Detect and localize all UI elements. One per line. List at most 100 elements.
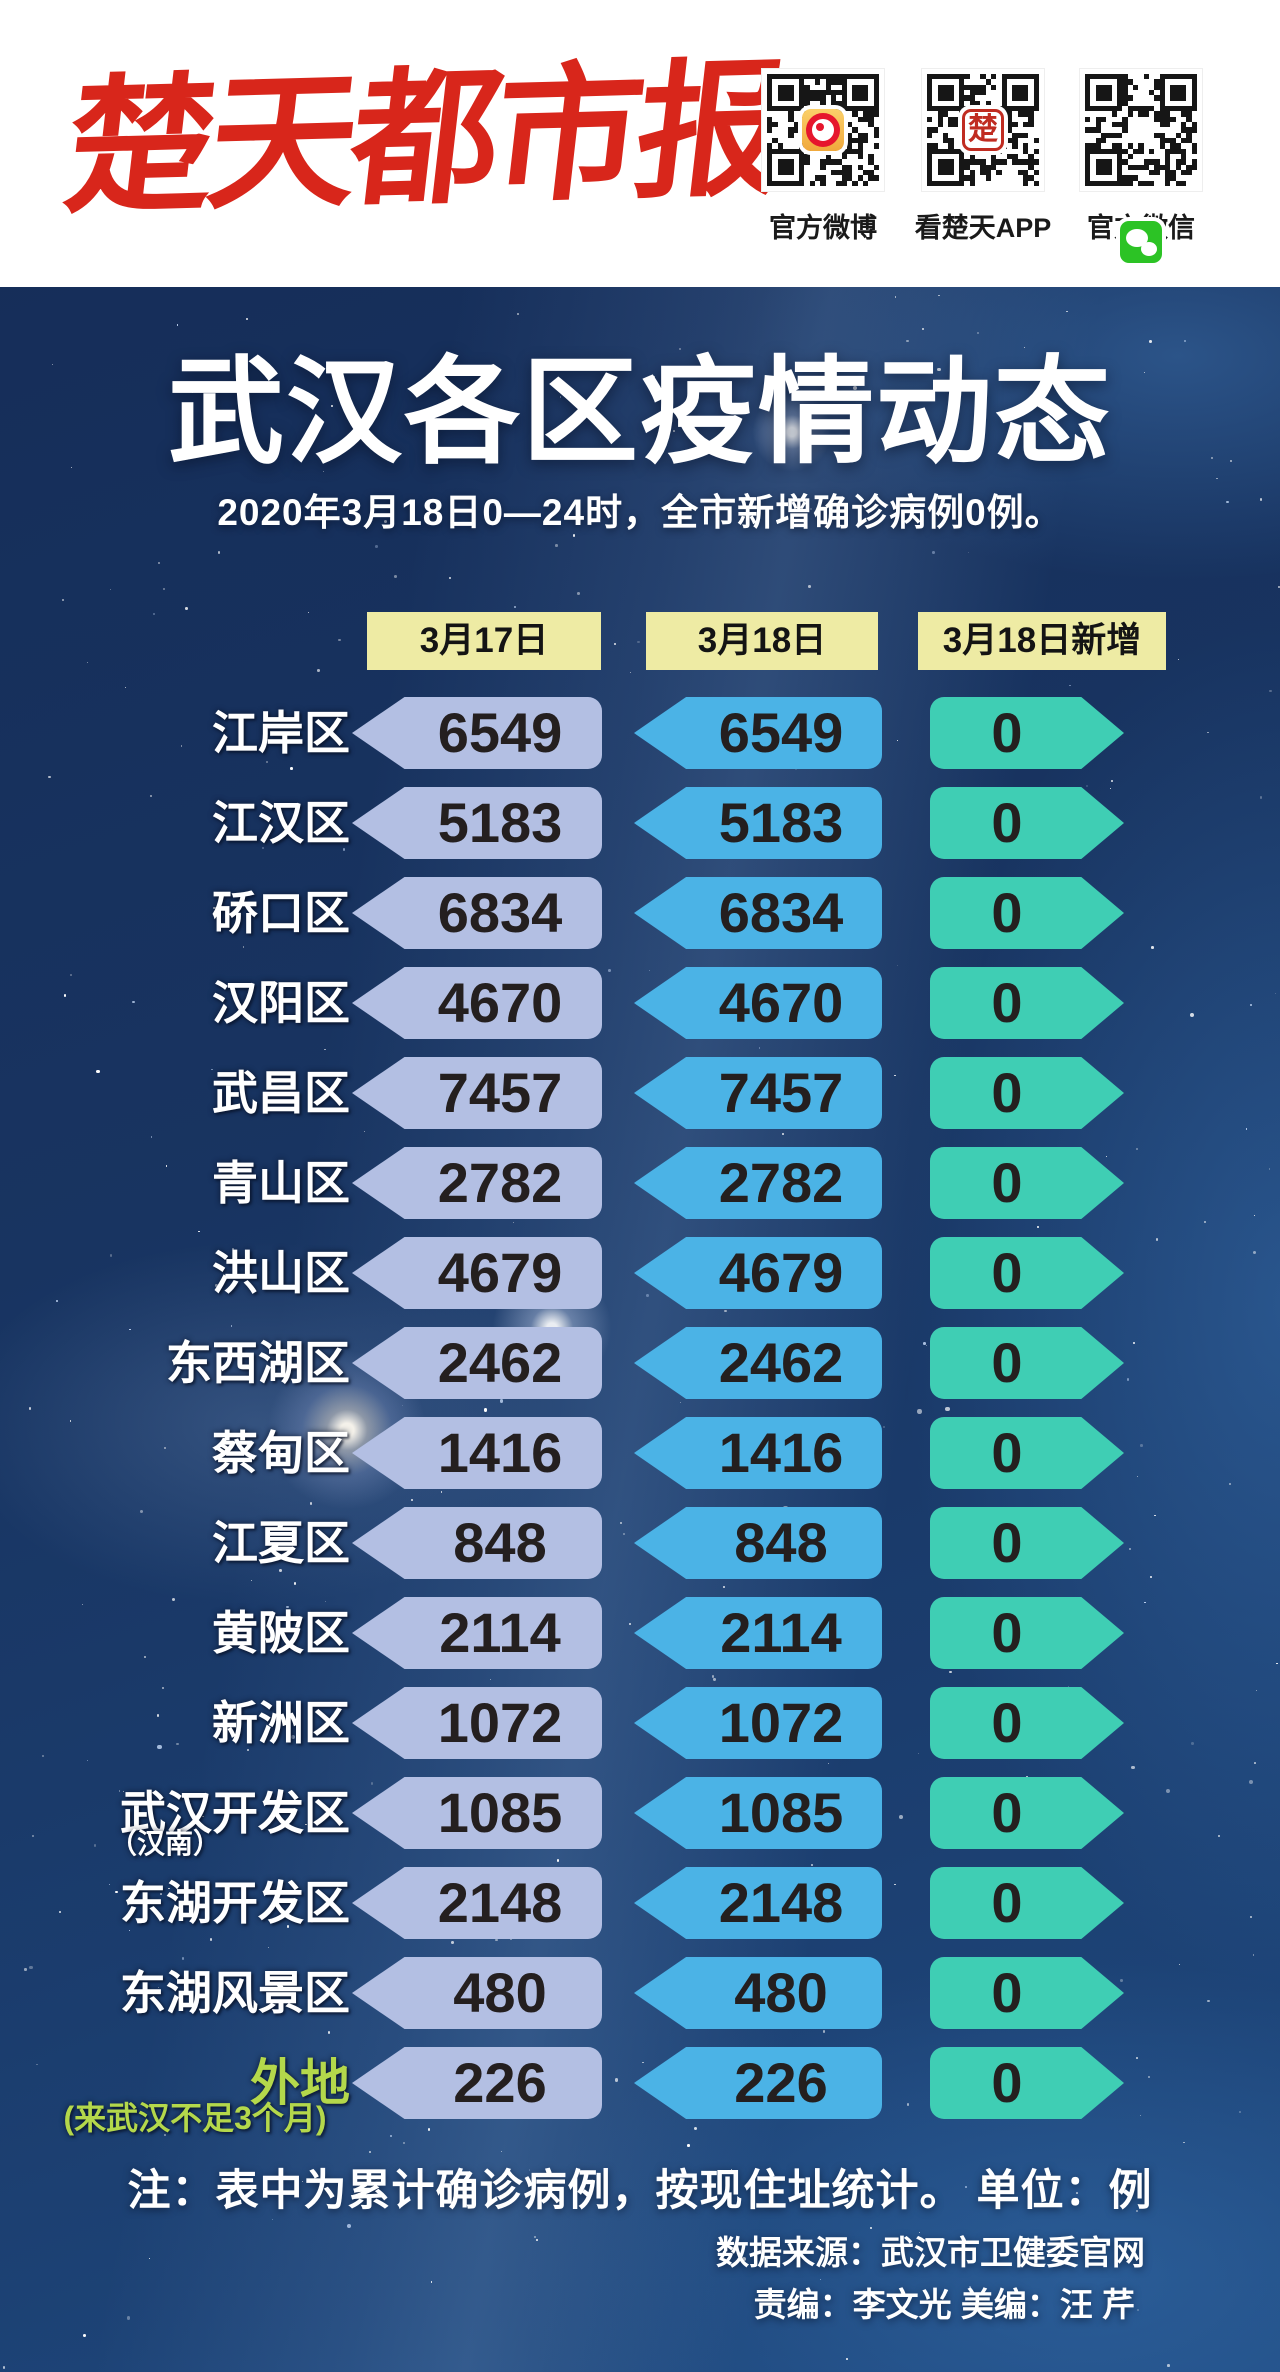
value-mar17: 848 xyxy=(352,1507,602,1579)
district-label: 洪山区 xyxy=(212,1247,350,1299)
value-new: 0 xyxy=(930,697,1124,769)
value-mar17: 226 xyxy=(352,2047,602,2119)
weibo-eye-glyph xyxy=(806,113,840,147)
value-mar18: 2462 xyxy=(634,1327,882,1399)
table-row: 江夏区 848 848 0 xyxy=(0,1507,1280,1579)
table-row: 江汉区 5183 5183 0 xyxy=(0,787,1280,859)
value-new: 0 xyxy=(930,877,1124,949)
district-label: 外地 (来武汉不足3个月) xyxy=(20,2047,405,2135)
value-new: 0 xyxy=(930,1957,1124,2029)
value-mar18: 2782 xyxy=(634,1147,882,1219)
value-mar17: 1416 xyxy=(352,1417,602,1489)
data-source: 数据来源：武汉市卫健委官网 xyxy=(716,2234,1145,2271)
district-label: 江汉区 xyxy=(212,797,350,849)
qr-code-weibo xyxy=(761,68,885,192)
value-new: 0 xyxy=(930,1147,1124,1219)
value-mar18: 2148 xyxy=(634,1867,882,1939)
table-row: 硚口区 6834 6834 0 xyxy=(0,877,1280,949)
district-name: 外地 xyxy=(250,2055,350,2111)
qr-label: 官方微博 xyxy=(769,213,877,243)
value-mar17: 4679 xyxy=(352,1237,602,1309)
value-mar18: 6549 xyxy=(634,697,882,769)
value-mar18: 7457 xyxy=(634,1057,882,1129)
value-mar17: 1072 xyxy=(352,1687,602,1759)
table-row: 东西湖区 2462 2462 0 xyxy=(0,1327,1280,1399)
weibo-icon xyxy=(802,109,844,151)
column-header-mar18: 3月18日 xyxy=(646,612,878,670)
value-new: 0 xyxy=(930,1867,1124,1939)
table-row: 武昌区 7457 7457 0 xyxy=(0,1057,1280,1129)
value-mar17: 7457 xyxy=(352,1057,602,1129)
table-row: 江岸区 6549 6549 0 xyxy=(0,697,1280,769)
value-mar18: 4670 xyxy=(634,967,882,1039)
table-row: 东湖开发区 2148 2148 0 xyxy=(0,1867,1280,1939)
table-row: 蔡甸区 1416 1416 0 xyxy=(0,1417,1280,1489)
value-mar17: 2782 xyxy=(352,1147,602,1219)
value-mar17: 1085 xyxy=(352,1777,602,1849)
qr-item-app: 楚 看楚天APP xyxy=(908,68,1058,268)
value-mar17: 4670 xyxy=(352,967,602,1039)
editor-credits: 责编：李文光 美编：汪 芹 xyxy=(753,2286,1135,2323)
qr-code-wechat xyxy=(1079,68,1203,263)
district-label: 蔡甸区 xyxy=(212,1427,350,1479)
wechat-bubble xyxy=(1126,229,1148,247)
column-header-new: 3月18日新增 xyxy=(918,612,1166,670)
table-row: 新洲区 1072 1072 0 xyxy=(0,1687,1280,1759)
table-row-waidi: 外地 (来武汉不足3个月) 226 226 0 xyxy=(0,2047,1280,2135)
value-mar18: 480 xyxy=(634,1957,882,2029)
district-label: 江夏区 xyxy=(212,1517,350,1569)
district-label: 黄陂区 xyxy=(212,1607,350,1659)
value-new: 0 xyxy=(930,1327,1124,1399)
value-mar18: 5183 xyxy=(634,787,882,859)
district-label: 青山区 xyxy=(212,1157,350,1209)
chutian-character: 楚 xyxy=(968,113,998,146)
district-subnote: (来武汉不足3个月) xyxy=(63,2100,327,2136)
district-label: 东西湖区 xyxy=(166,1337,350,1389)
district-label: 新洲区 xyxy=(212,1697,350,1749)
value-mar17: 480 xyxy=(352,1957,602,2029)
table-row: 青山区 2782 2782 0 xyxy=(0,1147,1280,1219)
table-row: 汉阳区 4670 4670 0 xyxy=(0,967,1280,1039)
value-new: 0 xyxy=(930,1057,1124,1129)
value-new: 0 xyxy=(930,1687,1124,1759)
district-label: 江岸区 xyxy=(212,707,350,759)
qr-item-wechat: 官方微信 xyxy=(1066,68,1216,268)
value-new: 0 xyxy=(930,2047,1124,2119)
value-mar18: 6834 xyxy=(634,877,882,949)
value-new: 0 xyxy=(930,1777,1124,1849)
qr-pattern xyxy=(1085,74,1197,186)
newspaper-logo: 楚天都市报 xyxy=(57,47,789,232)
district-label: 武昌区 xyxy=(212,1067,350,1119)
value-new: 0 xyxy=(930,1237,1124,1309)
value-mar17: 2114 xyxy=(352,1597,602,1669)
district-label: 东湖风景区 xyxy=(120,1967,350,2019)
qr-item-weibo: 官方微博 xyxy=(748,68,898,268)
value-mar17: 2148 xyxy=(352,1867,602,1939)
value-mar17: 6834 xyxy=(352,877,602,949)
value-mar18: 1416 xyxy=(634,1417,882,1489)
table-row: 黄陂区 2114 2114 0 xyxy=(0,1597,1280,1669)
value-mar17: 5183 xyxy=(352,787,602,859)
wechat-icon xyxy=(1120,221,1162,263)
value-mar18: 848 xyxy=(634,1507,882,1579)
value-mar18: 226 xyxy=(634,2047,882,2119)
value-new: 0 xyxy=(930,787,1124,859)
value-mar17: 2462 xyxy=(352,1327,602,1399)
value-mar17: 6549 xyxy=(352,697,602,769)
value-new: 0 xyxy=(930,967,1124,1039)
district-label: 硚口区 xyxy=(212,887,350,939)
masthead: 楚天都市报 官方微博 楚 看楚天APP 官方微信 xyxy=(0,0,1280,287)
qr-label: 看楚天APP xyxy=(914,213,1052,243)
page-title: 武汉各区疫情动态 xyxy=(168,347,1112,477)
table-row: 东湖风景区 480 480 0 xyxy=(0,1957,1280,2029)
qr-code-app: 楚 xyxy=(921,68,1045,192)
district-subnote: （汉南） xyxy=(108,1828,221,1859)
value-mar18: 1085 xyxy=(634,1777,882,1849)
column-header-mar17: 3月17日 xyxy=(367,612,601,670)
value-new: 0 xyxy=(930,1417,1124,1489)
value-new: 0 xyxy=(930,1597,1124,1669)
page-subtitle: 2020年3月18日0—24时，全市新增确诊病例0例。 xyxy=(217,492,1063,533)
table-row: 洪山区 4679 4679 0 xyxy=(0,1237,1280,1309)
value-new: 0 xyxy=(930,1507,1124,1579)
value-mar18: 1072 xyxy=(634,1687,882,1759)
